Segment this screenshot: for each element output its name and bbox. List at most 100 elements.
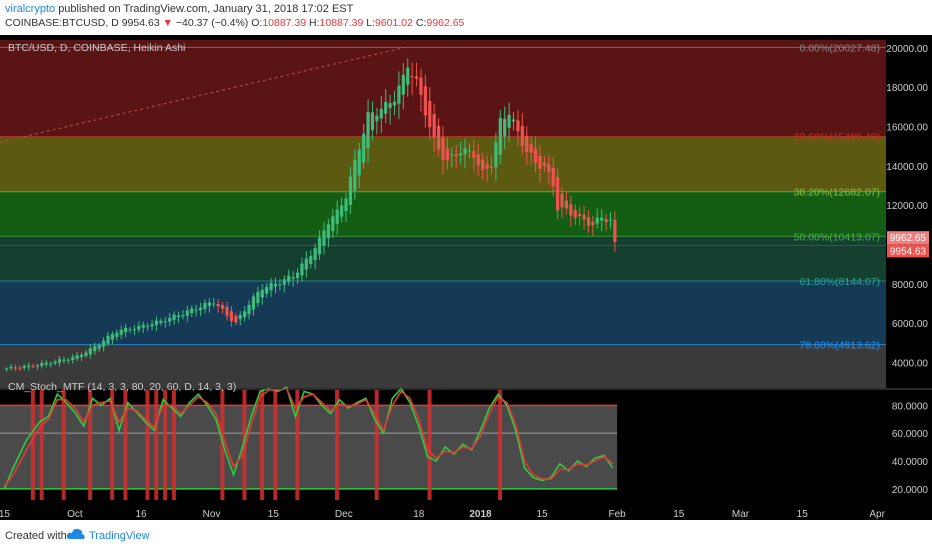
time-axis-label: Oct [67, 509, 83, 520]
fib-label-0: 0.00%(20027.48) [799, 42, 880, 54]
candle-body [265, 286, 269, 294]
candle-body [481, 159, 485, 170]
close-label: C: [415, 17, 427, 29]
stoch-title: CM_Stoch_MTF (14, 3, 3, 80, 20, 60, D, 1… [8, 381, 236, 393]
stoch-axis-label: 80.0000 [892, 401, 929, 412]
author-link[interactable]: viralcrypto [5, 3, 56, 15]
candle-body [388, 103, 392, 108]
candle-body [591, 221, 595, 226]
candle-body [40, 363, 44, 366]
price-axis-label: 18000.00 [886, 83, 928, 94]
last-price: 9954.63 [121, 17, 160, 29]
candle-body [494, 142, 498, 168]
candle-body [291, 277, 295, 279]
candle-body [600, 217, 604, 221]
candle-body [423, 86, 427, 116]
signal-bar [88, 390, 93, 500]
candle-body [57, 359, 62, 363]
stoch-axis-label: 20.0000 [892, 485, 929, 496]
stoch-band [0, 405, 618, 489]
fib-zone-0 [0, 40, 886, 137]
axes: 4000.006000.008000.0010000.0012000.00140… [0, 44, 932, 520]
candle-body [309, 256, 313, 265]
price-axis-label: 6000.00 [892, 319, 929, 330]
candle-body [489, 166, 494, 169]
signal-bar [242, 390, 247, 500]
candle-body [463, 148, 467, 155]
candle-body [538, 155, 542, 169]
low-value: 9601.02 [375, 17, 413, 29]
time-axis-label: 2018 [469, 509, 492, 520]
tradingview-cloud-icon [66, 528, 85, 539]
candle-body [304, 258, 308, 270]
candle-body [203, 303, 207, 309]
high-value: 10887.39 [319, 17, 364, 29]
candle-body [441, 137, 445, 160]
fib-zone-2 [0, 191, 886, 237]
candle-body [110, 334, 115, 340]
candle-body [595, 217, 599, 224]
time-axis-label: 15 [797, 509, 809, 520]
candle-body [282, 279, 286, 285]
candle-body [375, 115, 379, 122]
candle-body [146, 326, 150, 328]
candle-body [243, 311, 247, 318]
stoch-pane[interactable] [0, 386, 618, 500]
candle-body [472, 150, 476, 158]
candle-body [287, 275, 291, 282]
candle-body [578, 213, 582, 216]
time-axis-label: Feb [608, 509, 626, 520]
candle-body [384, 101, 388, 114]
open-label: O: [251, 17, 263, 29]
candle-body [335, 209, 339, 224]
candle-body [454, 154, 458, 157]
signal-bar [145, 390, 150, 500]
price-axis-label: 16000.00 [886, 123, 928, 134]
candle-body [370, 112, 375, 131]
fib-label-5: 78.60%(4913.62) [799, 339, 880, 351]
candle-body [498, 118, 502, 155]
price-change: −40.37 (−0.4%) [175, 17, 249, 29]
candle-body [159, 320, 163, 323]
candle-body [176, 315, 181, 318]
price-axis-label: 8000.00 [892, 280, 929, 291]
candle-body [18, 367, 22, 369]
candle-body [445, 148, 450, 161]
candle-body [101, 340, 106, 347]
candle-body [132, 329, 137, 331]
candle-body [9, 366, 13, 369]
candle-body [66, 359, 70, 361]
candle-body [608, 219, 613, 221]
candle-body [238, 314, 242, 320]
candle-body [247, 304, 251, 315]
candle-body [331, 216, 335, 232]
candle-body [141, 324, 145, 328]
candle-body [31, 366, 35, 368]
signal-bar [335, 390, 340, 500]
candle-body [278, 284, 282, 286]
tradingview-brand[interactable]: TradingView [89, 530, 150, 542]
published-text: published on TradingView.com, January 31… [58, 3, 354, 15]
signal-bar [123, 390, 128, 500]
time-axis-label: Nov [203, 509, 221, 520]
candle-body [366, 112, 370, 149]
chart-canvas[interactable]: 0.00%(20027.48) 23.60%(15489.48) 38.20%(12… [0, 35, 932, 520]
price-pane[interactable]: 0.00%(20027.48) 23.60%(15489.48) 38.20%(12… [0, 40, 886, 388]
candle-body [529, 143, 533, 153]
candle-body [260, 289, 264, 298]
candle-body [207, 302, 211, 307]
fib-label-4: 61.80%(8144.07) [799, 276, 880, 288]
symbol-info-line: COINBASE:BTCUSD, D 9954.63 ▼ −40.37 (−0.… [5, 17, 464, 29]
candle-body [392, 101, 397, 106]
candle-body [168, 317, 172, 322]
candle-body [154, 320, 159, 326]
candle-body [190, 308, 194, 314]
candle-body [185, 310, 189, 316]
candle-body [150, 324, 154, 327]
candle-body [340, 205, 344, 217]
high-label: H: [309, 17, 320, 29]
stoch-axis-label: 60.0000 [892, 429, 929, 440]
candle-body [97, 344, 101, 349]
candle-body [128, 329, 132, 331]
candle-body [269, 282, 273, 291]
